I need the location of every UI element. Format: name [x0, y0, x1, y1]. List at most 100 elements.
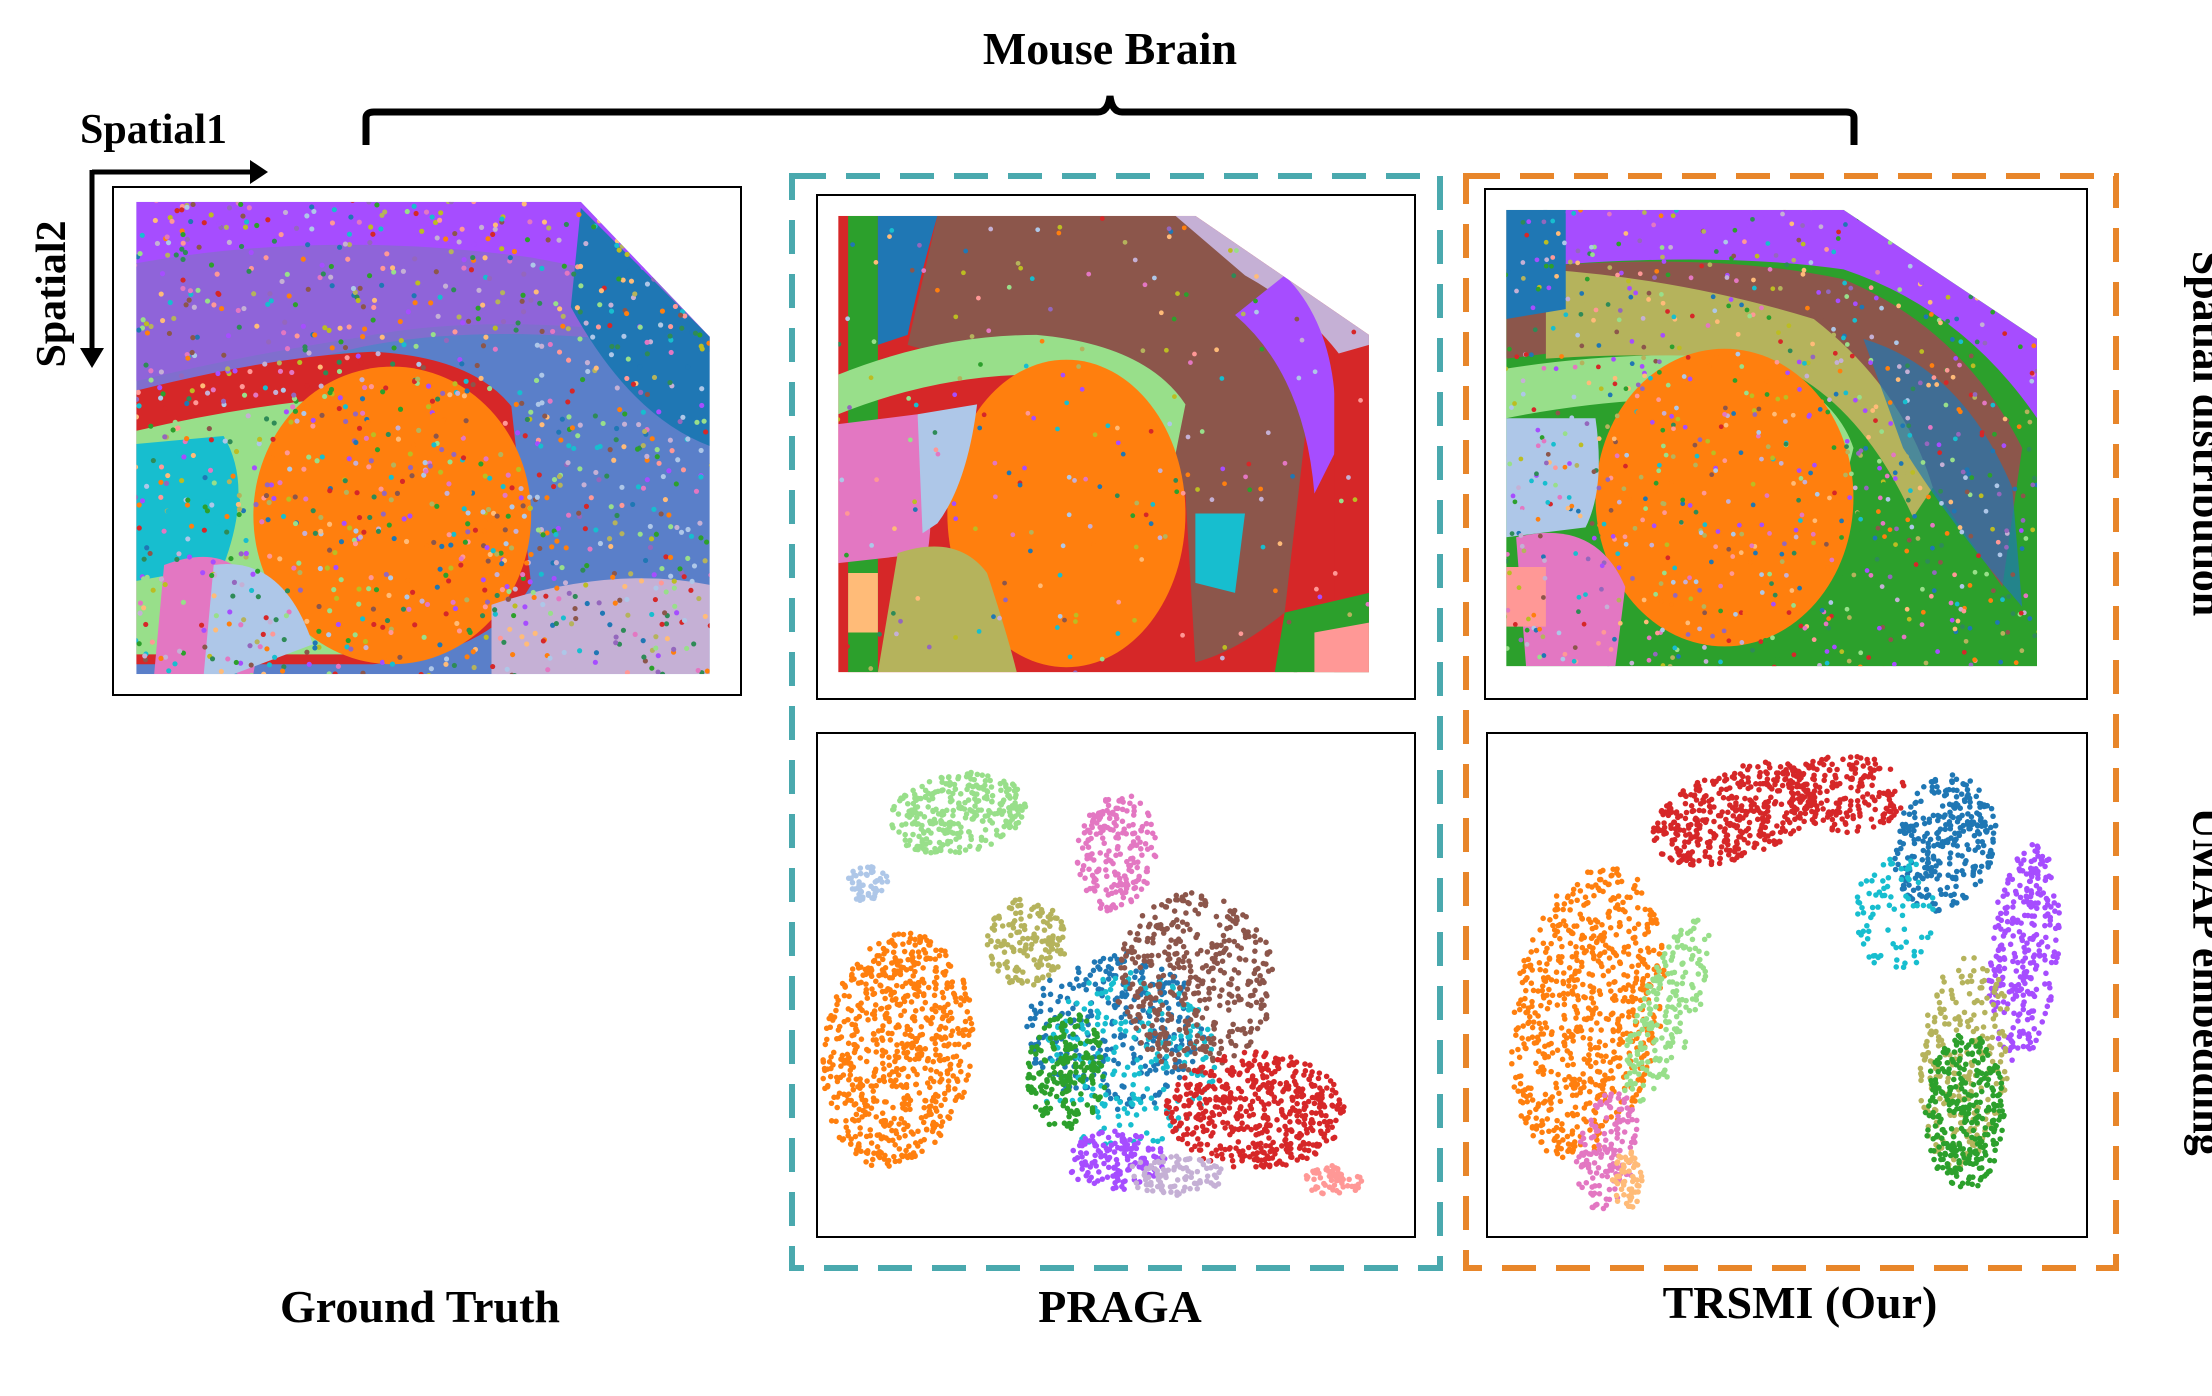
umap-point	[880, 870, 886, 876]
spot-dot	[553, 532, 558, 537]
umap-point	[904, 1085, 910, 1091]
spot-dot	[446, 481, 451, 486]
spot-dot	[1072, 478, 1077, 483]
umap-point	[865, 1148, 871, 1154]
umap-point	[1192, 907, 1198, 913]
spot-dot	[1611, 534, 1616, 539]
spot-dot	[645, 281, 650, 286]
spot-dot	[1945, 368, 1950, 373]
spot-dot	[674, 525, 679, 530]
spot-dot	[601, 217, 606, 222]
spot-dot	[228, 556, 233, 561]
umap-point	[1070, 1006, 1076, 1012]
spot-dot	[821, 406, 826, 411]
umap-point	[1145, 939, 1151, 945]
spot-dot	[614, 243, 619, 248]
spot-dot	[1925, 441, 1930, 446]
spot-dot	[1501, 439, 1506, 444]
umap-point	[1255, 1026, 1261, 1032]
spot-dot	[659, 566, 664, 571]
spot-dot	[1845, 450, 1850, 455]
spot-dot	[1921, 254, 1926, 259]
umap-point	[1117, 1099, 1123, 1105]
umap-point	[846, 1041, 852, 1047]
spot-dot	[679, 530, 684, 535]
spot-dot	[521, 272, 526, 277]
spot-dot	[238, 622, 243, 627]
spot-dot	[1811, 355, 1816, 360]
spot-dot	[465, 529, 470, 534]
spot-dot	[548, 399, 553, 404]
spot-dot	[1662, 259, 1667, 264]
umap-point	[831, 1095, 837, 1101]
spot-dot	[1659, 599, 1664, 604]
umap-point	[971, 815, 977, 821]
spot-dot	[1957, 363, 1962, 368]
spot-dot	[1141, 348, 1146, 353]
spot-dot	[712, 199, 717, 204]
umap-point	[1105, 1056, 1111, 1062]
umap-point	[1046, 962, 1052, 968]
umap-point	[932, 979, 938, 985]
spot-dot	[523, 621, 528, 626]
spot-dot	[468, 630, 473, 635]
spot-dot	[320, 263, 325, 268]
spot-dot	[439, 544, 444, 549]
spot-dot	[274, 617, 279, 622]
spot-dot	[1893, 476, 1898, 481]
umap-point	[894, 983, 900, 989]
spot-dot	[500, 290, 505, 295]
spot-dot	[1701, 229, 1706, 234]
umap-point	[940, 1016, 946, 1022]
spot-dot	[203, 504, 208, 509]
umap-point	[887, 1062, 893, 1068]
spot-dot	[487, 476, 492, 481]
spot-dot	[1798, 518, 1803, 523]
spot-dot	[1635, 410, 1640, 415]
spot-dot	[211, 559, 216, 564]
spot-dot	[390, 662, 395, 667]
spot-dot	[1960, 584, 1965, 589]
spot-dot	[1722, 629, 1727, 634]
spot-dot	[1688, 596, 1693, 601]
spot-dot	[1913, 204, 1918, 209]
umap-point	[1074, 976, 1080, 982]
spot-dot	[685, 527, 690, 532]
spot-dot	[520, 293, 525, 298]
umap-point	[1116, 1061, 1122, 1067]
spot-dot	[1569, 415, 1574, 420]
spot-dot	[654, 532, 659, 537]
umap-point	[918, 937, 924, 943]
spot-dot	[699, 386, 704, 391]
spot-dot	[1143, 282, 1148, 287]
spot-dot	[1856, 216, 1861, 221]
spot-dot	[1550, 255, 1555, 260]
spot-dot	[557, 474, 562, 479]
spot-dot	[239, 192, 244, 197]
spot-dot	[524, 641, 529, 646]
spot-dot	[2027, 420, 2032, 425]
spot-dot	[128, 337, 133, 342]
spot-dot	[1172, 394, 1177, 399]
umap-point	[1157, 1053, 1163, 1059]
spot-dot	[1780, 212, 1785, 217]
spot-dot	[337, 406, 342, 411]
umap-point	[1025, 936, 1031, 942]
spot-dot	[2010, 572, 2015, 577]
spot-dot	[278, 369, 283, 374]
spot-dot	[675, 217, 680, 222]
umap-point	[1120, 1042, 1126, 1048]
spot-dot	[1080, 347, 1085, 352]
spot-dot	[1929, 312, 1934, 317]
spot-dot	[388, 575, 393, 580]
spot-dot	[1535, 257, 1540, 262]
umap-point	[1127, 1014, 1133, 1020]
spot-dot	[462, 257, 467, 262]
spot-dot	[1878, 495, 1883, 500]
spot-dot	[398, 407, 403, 412]
spot-dot	[1831, 327, 1836, 332]
umap-point	[1037, 913, 1043, 919]
spot-dot	[692, 269, 697, 274]
spot-dot	[1188, 360, 1193, 365]
umap-point	[1134, 1112, 1140, 1118]
